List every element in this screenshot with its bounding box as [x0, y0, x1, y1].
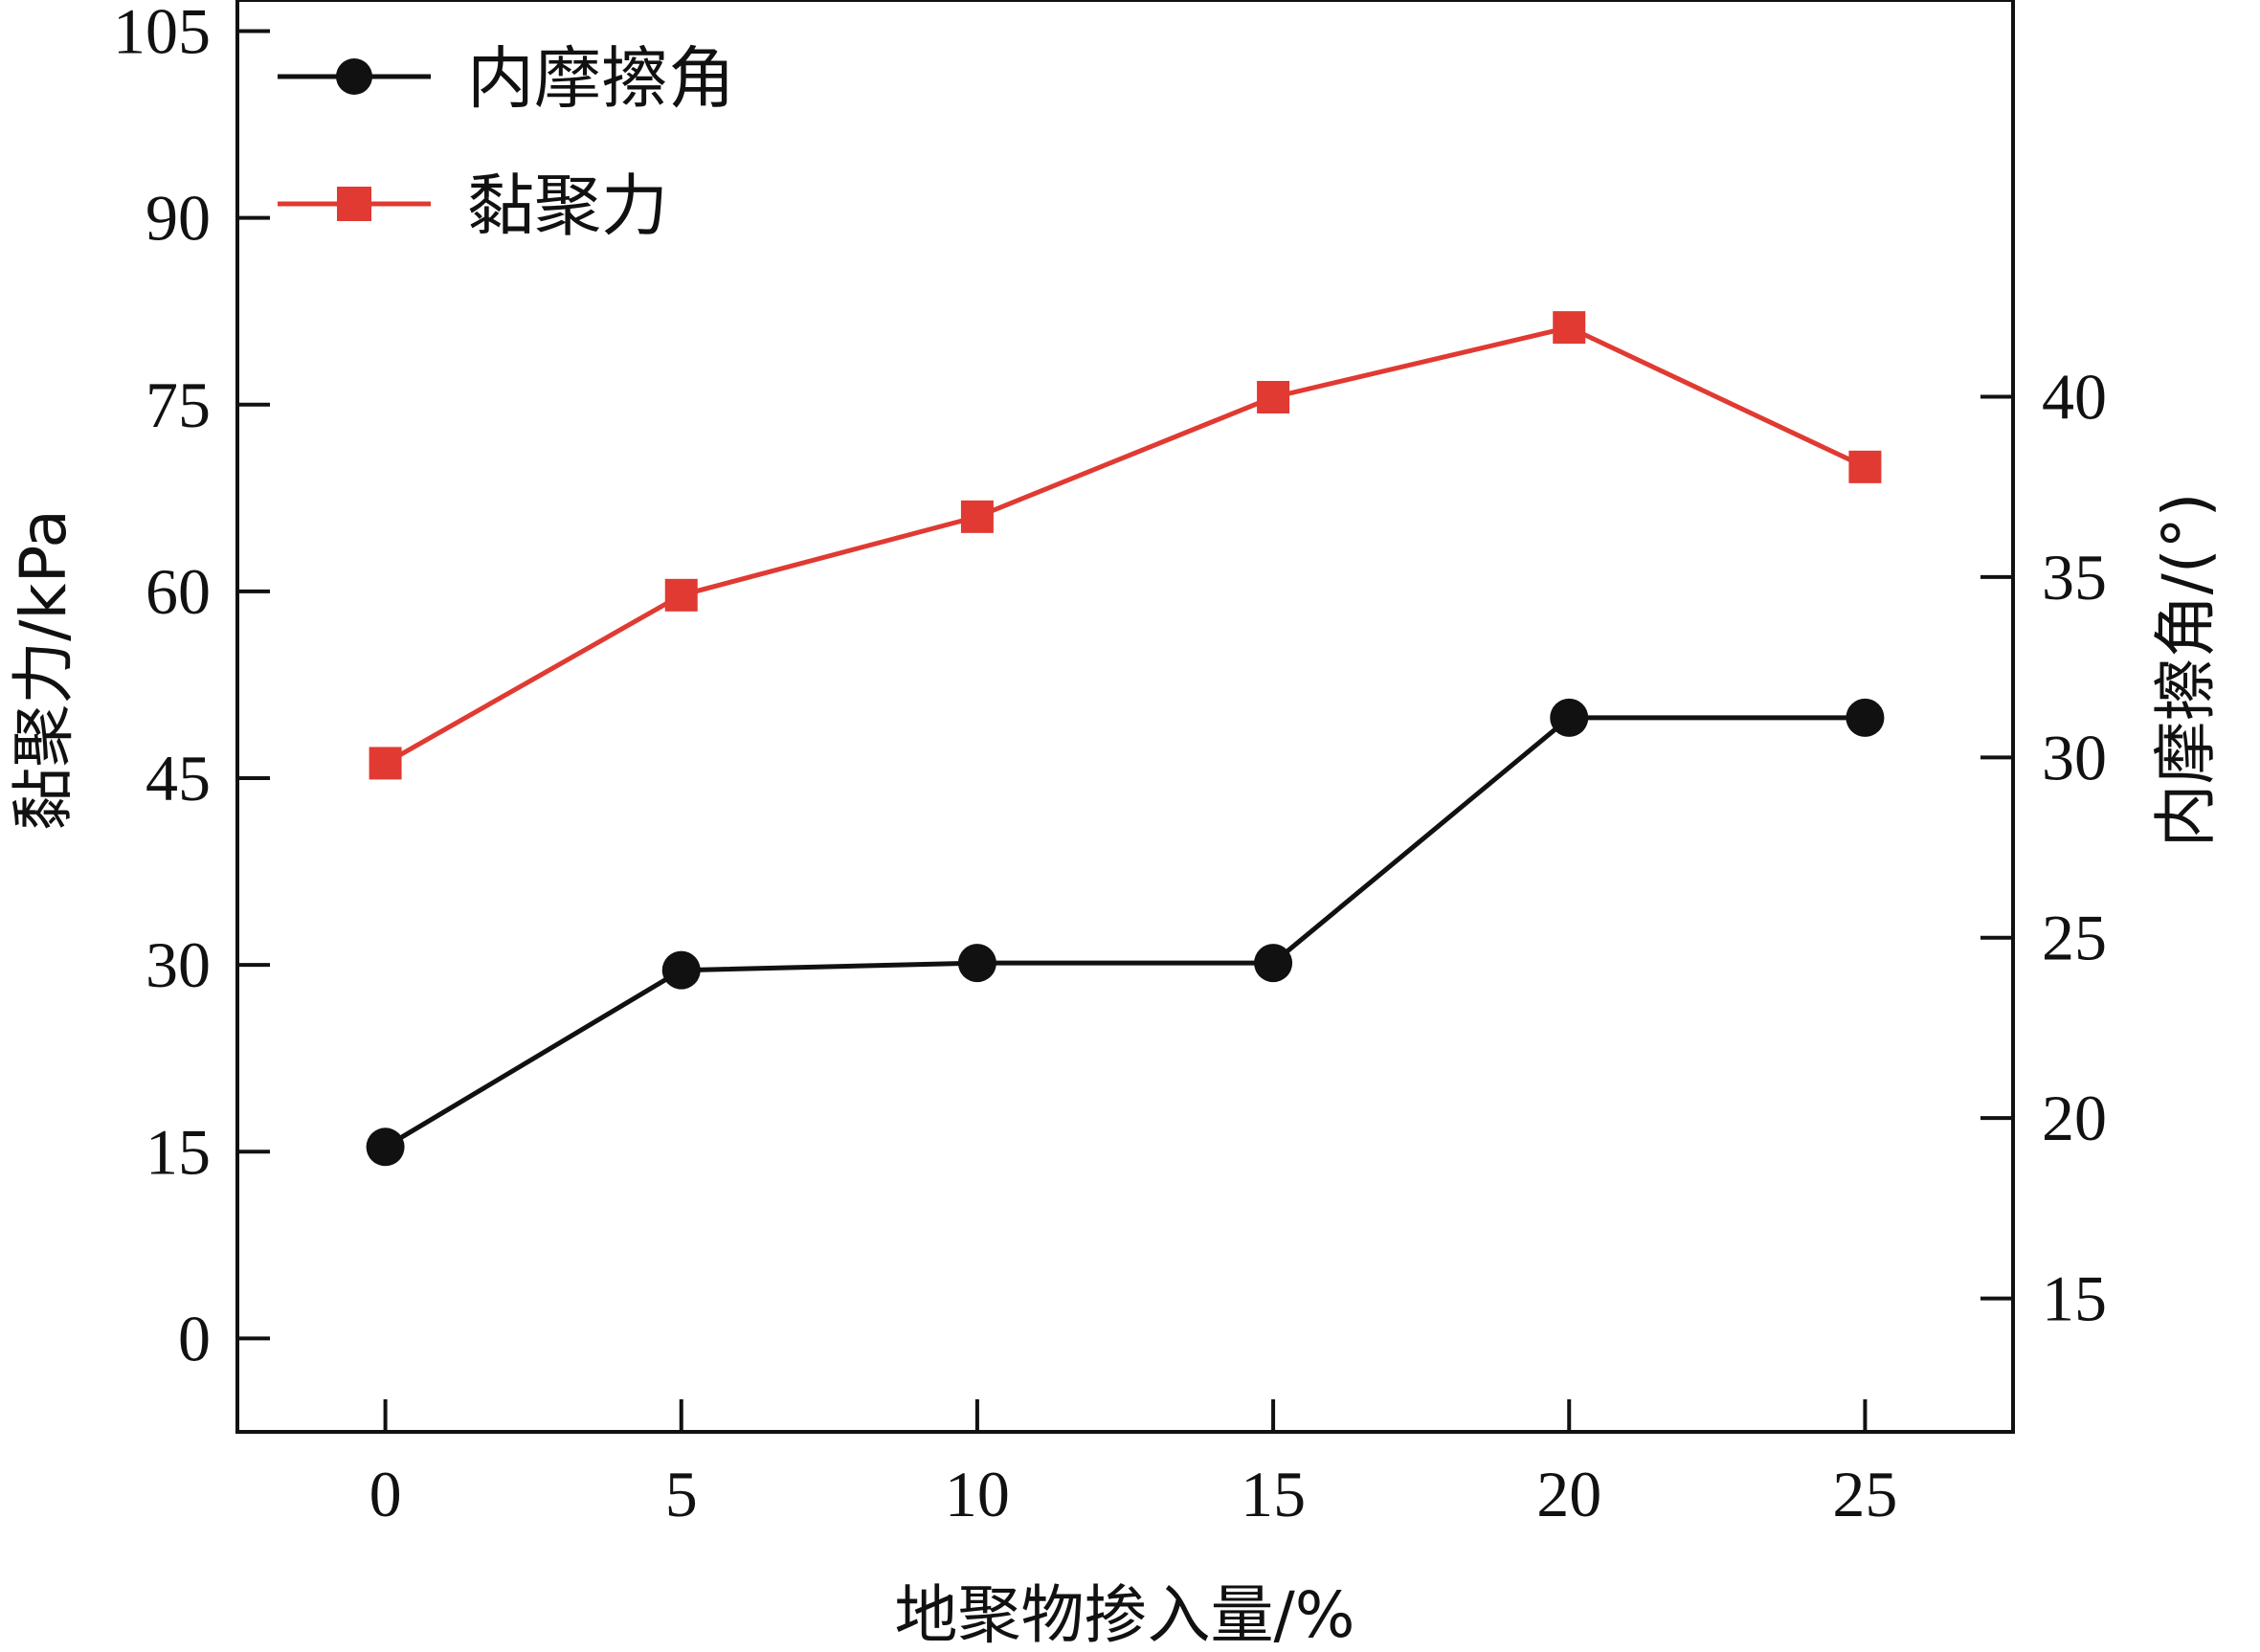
- friction-angle-point: [1550, 698, 1589, 737]
- cohesion-point: [1553, 311, 1586, 345]
- x-tick-label: 0: [369, 1458, 402, 1530]
- friction-angle-series-line: [384, 715, 1866, 1150]
- right-y-tick-label: 25: [2042, 902, 2107, 974]
- cohesion-point: [1848, 450, 1882, 483]
- x-tick-label: 25: [1832, 1458, 1897, 1530]
- left-y-tick-label: 90: [145, 182, 211, 255]
- x-axis-title: 地聚物掺入量/%: [895, 1578, 1355, 1652]
- left-y-tick-label: 30: [145, 928, 211, 1001]
- x-tick-label: 15: [1241, 1458, 1306, 1530]
- cohesion-series-line: [384, 324, 1867, 766]
- cohesion-point: [369, 747, 402, 780]
- x-tick-label: 10: [945, 1458, 1010, 1530]
- plot-frame: [235, 0, 2015, 1434]
- legend-cohesion-marker: [337, 187, 371, 221]
- cohesion-point: [1257, 380, 1290, 413]
- series-layer: [366, 311, 1885, 1167]
- legend-friction-label: 内摩擦角: [467, 39, 735, 118]
- cohesion-point: [664, 578, 698, 612]
- right-y-tick-label: 35: [2042, 541, 2107, 614]
- legend-cohesion-label: 黏聚力: [467, 167, 668, 245]
- friction-angle-point: [957, 944, 996, 983]
- x-axis-ticks: 0 5 10 15 20 25: [369, 1399, 1897, 1530]
- friction-angle-point: [366, 1127, 405, 1167]
- x-tick-label: 20: [1536, 1458, 1601, 1530]
- cohesion-point: [960, 500, 994, 533]
- left-y-tick-label: 15: [145, 1115, 211, 1188]
- left-y-tick-label: 0: [178, 1302, 211, 1374]
- friction-angle-point: [661, 950, 701, 990]
- friction-angle-point: [1846, 698, 1885, 737]
- left-y-axis-title: 黏聚力/kPa: [7, 509, 80, 831]
- right-y-tick-label: 30: [2042, 721, 2107, 793]
- left-y-tick-label: 45: [145, 742, 211, 815]
- right-y-tick-label: 20: [2042, 1082, 2107, 1154]
- left-y-axis-ticks: 0 15 30 45 60 75 90 105: [113, 0, 270, 1374]
- x-tick-label: 5: [665, 1458, 698, 1530]
- legend-friction-marker: [336, 58, 372, 95]
- left-y-tick-label: 60: [145, 555, 211, 628]
- right-y-axis-title: 内摩擦角/(°): [2149, 493, 2223, 848]
- left-y-tick-label: 75: [145, 368, 211, 441]
- right-y-tick-label: 40: [2042, 361, 2107, 434]
- left-y-tick-label: 105: [113, 0, 211, 68]
- right-y-axis-ticks: 15 20 25 30 35 40: [1980, 361, 2107, 1335]
- legend: 内摩擦角 黏聚力: [278, 39, 735, 245]
- right-y-tick-label: 15: [2042, 1262, 2107, 1335]
- friction-angle-point: [1254, 944, 1293, 983]
